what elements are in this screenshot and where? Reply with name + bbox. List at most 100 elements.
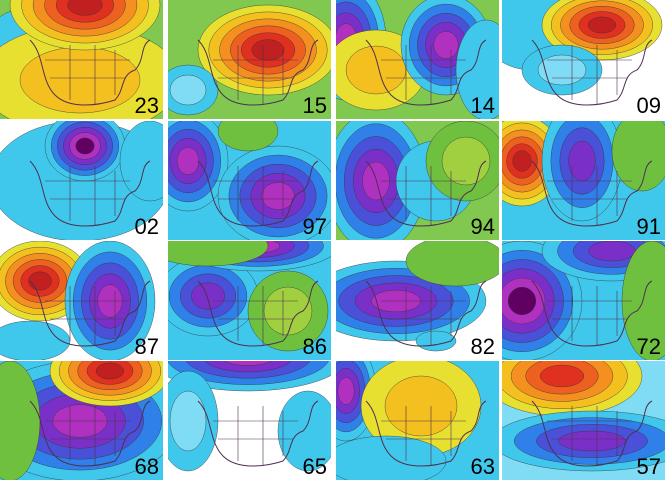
- year-label: 68: [135, 454, 159, 479]
- state-borders: [547, 166, 632, 226]
- contour-region: [169, 74, 207, 106]
- state-borders: [547, 286, 632, 346]
- map-panel: 72: [502, 241, 665, 360]
- coastline: [29, 400, 151, 467]
- year-label: 82: [471, 334, 495, 359]
- map-content: [336, 121, 499, 240]
- contour-region: [433, 31, 459, 59]
- contour-region: [345, 45, 407, 95]
- year-label: 63: [471, 454, 495, 479]
- year-label: 87: [135, 334, 159, 359]
- contour-region: [539, 364, 585, 388]
- year-label: 72: [637, 334, 661, 359]
- map-panel: 23: [0, 0, 163, 119]
- year-label: 86: [303, 334, 327, 359]
- contour-region: [568, 140, 596, 182]
- year-label: 02: [135, 214, 159, 239]
- contour-region: [405, 241, 499, 287]
- year-label: 23: [135, 93, 159, 118]
- coastline: [197, 400, 319, 467]
- contour-region: [176, 147, 200, 175]
- contour-region: [587, 16, 617, 34]
- year-label: 91: [637, 214, 661, 239]
- year-label: 97: [303, 214, 327, 239]
- contour-region: [119, 121, 163, 202]
- coastline: [197, 160, 319, 227]
- map-content: [0, 241, 163, 360]
- map-content: [0, 0, 163, 119]
- map-panel: 86: [168, 241, 331, 360]
- map-panel: 87: [0, 241, 163, 360]
- state-borders: [45, 45, 130, 105]
- year-label: 65: [303, 454, 327, 479]
- map-content: [168, 241, 331, 360]
- coastline: [197, 280, 319, 347]
- map-panel: 09: [502, 0, 665, 119]
- contour-region: [168, 241, 269, 267]
- state-borders: [45, 286, 130, 346]
- contour-region: [512, 150, 532, 172]
- coastline: [531, 280, 653, 347]
- map-content: [502, 361, 665, 480]
- state-borders: [547, 406, 632, 466]
- coastline: [29, 160, 151, 227]
- contour-region: [611, 121, 665, 192]
- contour-region: [251, 39, 285, 61]
- map-panel: 94: [336, 121, 499, 240]
- map-content: [502, 121, 665, 240]
- map-content: [168, 121, 331, 240]
- contour-region: [204, 361, 292, 373]
- year-label: 09: [637, 93, 661, 118]
- contour-region: [169, 390, 207, 452]
- map-content: [336, 0, 499, 119]
- year-label: 94: [471, 214, 495, 239]
- state-borders: [213, 286, 298, 346]
- map-panel: 65: [168, 361, 331, 480]
- contour-region: [217, 121, 279, 152]
- contour-region: [95, 362, 125, 380]
- map-content: [168, 0, 331, 119]
- state-borders: [213, 166, 298, 226]
- map-content: [502, 0, 665, 119]
- map-content: [336, 361, 499, 480]
- coastline: [531, 160, 653, 227]
- coastline: [365, 160, 487, 227]
- map-panel: 63: [336, 361, 499, 480]
- state-borders: [213, 406, 298, 466]
- map-panel: 57: [502, 361, 665, 480]
- contour-region: [263, 286, 313, 336]
- map-panel: 68: [0, 361, 163, 480]
- map-content: [336, 241, 499, 360]
- coastline: [365, 39, 487, 106]
- contour-region: [441, 136, 491, 186]
- map-panel: 91: [502, 121, 665, 240]
- coastline: [365, 280, 487, 347]
- contour-region: [75, 137, 95, 155]
- coastline: [531, 39, 653, 106]
- contour-region: [28, 271, 52, 291]
- contour-region: [558, 430, 626, 452]
- contour-region: [277, 390, 331, 472]
- state-borders: [45, 166, 130, 226]
- map-panel: 02: [0, 121, 163, 240]
- contour-region: [537, 54, 587, 86]
- contour-region: [336, 435, 447, 480]
- map-content: [0, 361, 163, 480]
- year-label: 15: [303, 93, 327, 118]
- year-label: 57: [637, 454, 661, 479]
- contour-region: [191, 282, 225, 310]
- state-borders: [381, 45, 466, 105]
- state-borders: [213, 45, 298, 105]
- map-panel: 15: [168, 0, 331, 119]
- coastline: [197, 39, 319, 106]
- map-content: [0, 121, 163, 240]
- map-panel: 14: [336, 0, 499, 119]
- contour-region: [507, 286, 537, 316]
- contour-region: [224, 361, 272, 366]
- map-content: [502, 241, 665, 360]
- state-borders: [547, 45, 632, 105]
- contour-region: [19, 46, 141, 114]
- state-borders: [381, 286, 466, 346]
- contour-region: [337, 377, 355, 405]
